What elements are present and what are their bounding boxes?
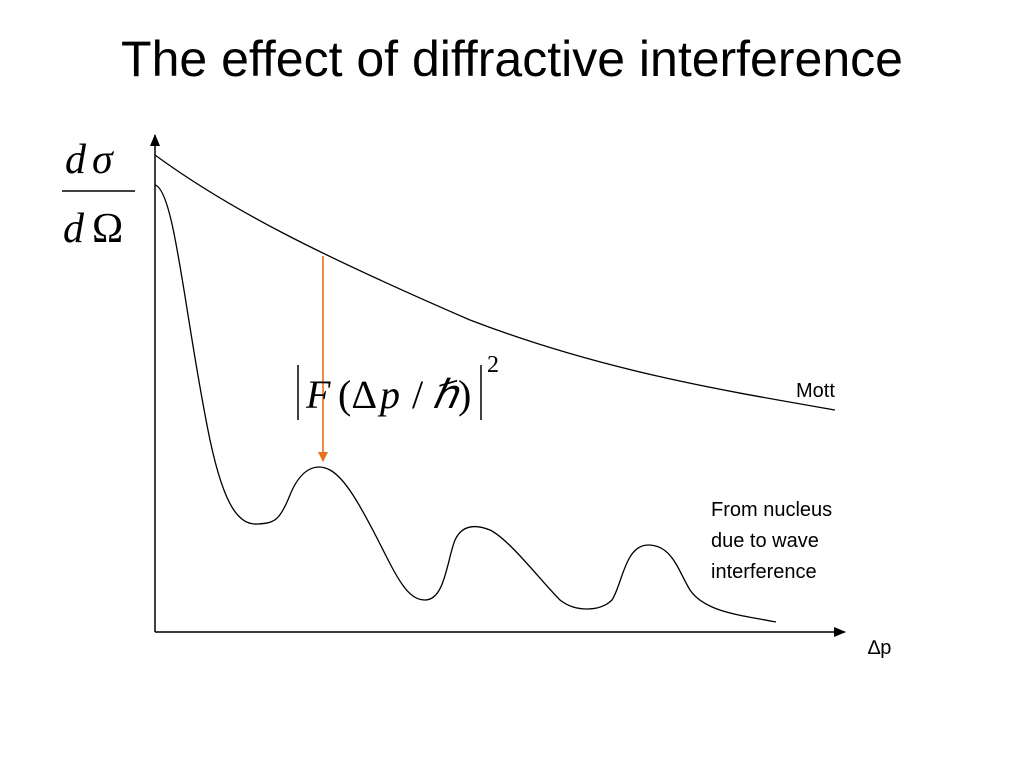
nucleus-label-line1: From nucleus xyxy=(711,499,832,521)
y-label-denominator-omega: Ω xyxy=(92,206,123,252)
nucleus-label-line2: due to wave xyxy=(711,530,819,552)
formula-delta: ∆ xyxy=(352,372,376,417)
mott-curve xyxy=(154,154,836,411)
nucleus-curve xyxy=(154,184,777,623)
x-axis-label: ∆p xyxy=(868,637,891,659)
y-axis-label: d σ d Ω xyxy=(62,137,135,252)
y-label-numerator-sigma: σ xyxy=(92,137,115,183)
formula-hbar: ℏ xyxy=(432,372,460,417)
formula-close-paren: ) xyxy=(458,372,471,417)
formula-p: p xyxy=(377,372,400,417)
formula-exponent: 2 xyxy=(487,352,499,378)
y-label-denominator-d: d xyxy=(63,206,85,252)
formula-open-paren: ( xyxy=(338,372,351,417)
formula-F: F xyxy=(305,372,331,417)
form-factor-formula: F ( ∆ p / ℏ ) 2 xyxy=(297,352,499,420)
nucleus-label-line3: interference xyxy=(711,561,817,583)
mott-label: Mott xyxy=(796,380,835,402)
y-label-numerator-d: d xyxy=(65,137,87,183)
slide-title: The effect of diffractive interference xyxy=(121,31,903,87)
formula-slash: / xyxy=(412,372,424,417)
